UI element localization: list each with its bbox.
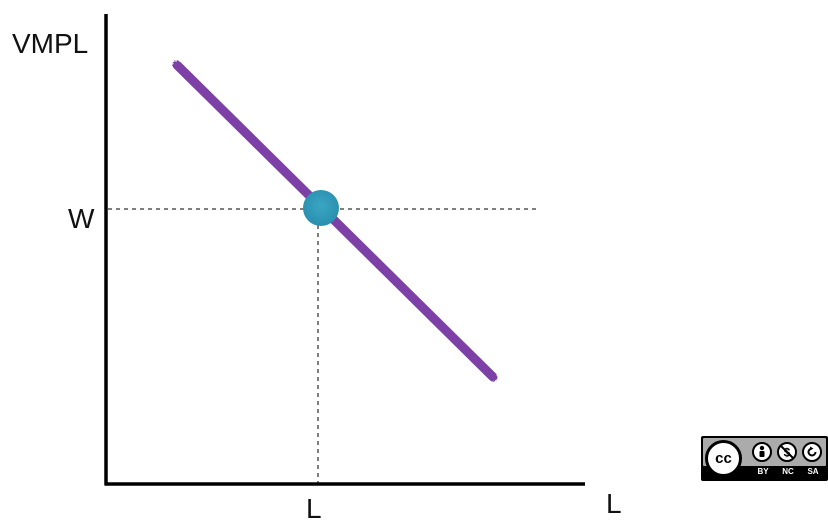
cc-logo-icon: cc xyxy=(705,440,742,477)
no-dollar-icon: $ xyxy=(777,442,797,462)
share-alike-icon xyxy=(802,442,822,462)
y-axis-label: VMPL xyxy=(12,28,89,59)
vmpl-curve xyxy=(172,60,498,382)
creative-commons-badge: cc $ BY NC SA xyxy=(701,436,828,481)
person-icon xyxy=(752,442,772,462)
nc-label: NC xyxy=(782,467,794,476)
by-label: BY xyxy=(757,467,769,476)
equilibrium-point xyxy=(303,190,339,226)
x-axis-label: L xyxy=(606,488,622,519)
wage-label: W xyxy=(68,203,95,234)
quantity-label: L xyxy=(306,493,322,524)
sa-label: SA xyxy=(807,467,819,476)
